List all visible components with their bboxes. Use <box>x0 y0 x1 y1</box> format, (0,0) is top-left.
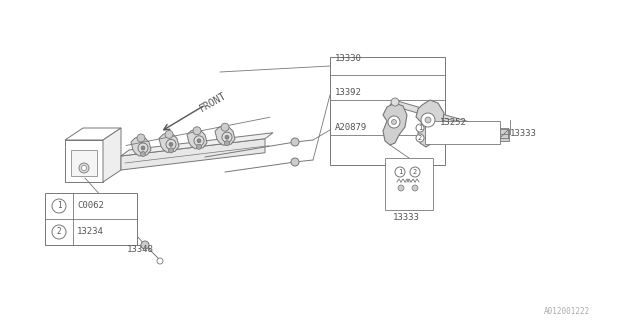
Circle shape <box>391 98 399 106</box>
Text: 2: 2 <box>418 135 422 141</box>
Circle shape <box>52 199 66 213</box>
Polygon shape <box>416 100 444 147</box>
Bar <box>425 121 500 144</box>
Text: 13392: 13392 <box>335 87 362 97</box>
Text: 2: 2 <box>413 169 417 175</box>
Polygon shape <box>383 103 407 145</box>
Circle shape <box>412 185 418 191</box>
Polygon shape <box>131 136 151 156</box>
Text: 13234: 13234 <box>77 228 104 236</box>
Polygon shape <box>390 100 504 137</box>
Circle shape <box>169 142 173 147</box>
Circle shape <box>141 241 149 249</box>
Text: A012001222: A012001222 <box>544 308 590 316</box>
Circle shape <box>410 167 420 177</box>
Circle shape <box>225 135 229 139</box>
Bar <box>330 57 445 165</box>
Circle shape <box>165 131 173 139</box>
Circle shape <box>193 127 201 135</box>
Circle shape <box>221 123 229 131</box>
Circle shape <box>168 148 173 153</box>
Circle shape <box>138 143 148 153</box>
Text: 13330: 13330 <box>335 53 362 62</box>
Circle shape <box>392 119 397 124</box>
Text: 2: 2 <box>57 228 61 236</box>
Text: 13333: 13333 <box>393 213 420 222</box>
Text: A20879: A20879 <box>335 123 367 132</box>
Text: C0062: C0062 <box>77 202 104 211</box>
Text: 1: 1 <box>57 202 61 211</box>
Circle shape <box>137 134 145 142</box>
Text: FRONT: FRONT <box>198 90 228 114</box>
Text: 13252: 13252 <box>440 117 467 126</box>
Circle shape <box>157 258 163 264</box>
Polygon shape <box>187 129 207 149</box>
Bar <box>385 158 433 210</box>
Bar <box>497 129 509 141</box>
Circle shape <box>395 167 405 177</box>
Text: 1: 1 <box>398 169 402 175</box>
Circle shape <box>398 185 404 191</box>
Text: 13333: 13333 <box>510 129 537 138</box>
Polygon shape <box>159 132 179 152</box>
Polygon shape <box>215 125 235 145</box>
Circle shape <box>79 163 89 173</box>
Circle shape <box>194 136 204 146</box>
Circle shape <box>141 146 145 150</box>
Text: 1: 1 <box>418 125 422 131</box>
Polygon shape <box>121 139 265 170</box>
Bar <box>71 150 97 176</box>
Circle shape <box>291 138 299 146</box>
Circle shape <box>388 116 400 128</box>
Circle shape <box>225 141 230 146</box>
Circle shape <box>197 139 201 143</box>
Circle shape <box>81 165 86 171</box>
Circle shape <box>52 225 66 239</box>
Bar <box>45 193 137 245</box>
Circle shape <box>421 113 435 127</box>
Polygon shape <box>103 128 121 182</box>
Circle shape <box>291 158 299 166</box>
Circle shape <box>416 134 424 142</box>
Circle shape <box>141 151 145 156</box>
Circle shape <box>196 144 202 149</box>
Circle shape <box>425 117 431 123</box>
Circle shape <box>222 132 232 142</box>
Polygon shape <box>121 133 273 156</box>
Circle shape <box>416 124 424 132</box>
Text: 13348: 13348 <box>127 245 154 254</box>
Circle shape <box>166 140 176 149</box>
